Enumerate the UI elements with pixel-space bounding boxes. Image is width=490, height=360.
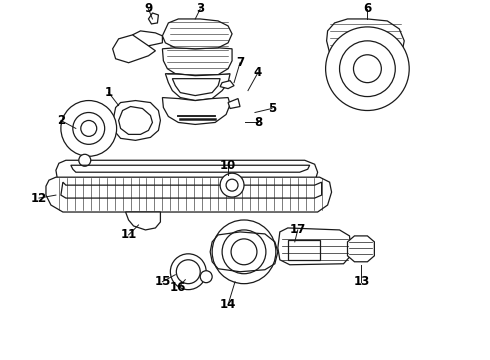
Text: 16: 16 xyxy=(170,281,187,294)
Text: 11: 11 xyxy=(121,228,137,242)
Polygon shape xyxy=(162,48,232,76)
Text: 17: 17 xyxy=(290,224,306,237)
Text: 12: 12 xyxy=(31,192,47,204)
Polygon shape xyxy=(278,228,351,265)
Polygon shape xyxy=(125,212,160,230)
Polygon shape xyxy=(220,81,234,89)
Text: 15: 15 xyxy=(154,275,171,288)
Circle shape xyxy=(61,100,117,156)
Text: 4: 4 xyxy=(254,66,262,79)
Circle shape xyxy=(176,260,200,284)
Circle shape xyxy=(340,41,395,96)
Circle shape xyxy=(326,27,409,111)
Text: 1: 1 xyxy=(104,86,113,99)
Polygon shape xyxy=(210,232,278,272)
Circle shape xyxy=(200,271,212,283)
Polygon shape xyxy=(347,236,374,262)
Polygon shape xyxy=(56,160,318,186)
Polygon shape xyxy=(46,177,332,212)
Polygon shape xyxy=(166,74,230,100)
Text: 14: 14 xyxy=(220,298,236,311)
Polygon shape xyxy=(228,99,240,108)
Text: 13: 13 xyxy=(353,275,369,288)
Text: 10: 10 xyxy=(220,159,236,172)
Polygon shape xyxy=(113,35,155,63)
Polygon shape xyxy=(113,100,160,140)
Text: 6: 6 xyxy=(363,3,371,15)
Text: 2: 2 xyxy=(57,114,65,127)
Polygon shape xyxy=(327,19,404,76)
Circle shape xyxy=(79,154,91,166)
Polygon shape xyxy=(148,13,158,24)
Text: 9: 9 xyxy=(145,3,152,15)
Text: 5: 5 xyxy=(268,102,276,115)
Circle shape xyxy=(220,173,244,197)
Polygon shape xyxy=(162,98,230,125)
Text: 7: 7 xyxy=(236,56,244,69)
Text: 3: 3 xyxy=(196,3,204,15)
Polygon shape xyxy=(288,240,319,260)
Polygon shape xyxy=(132,31,162,46)
Polygon shape xyxy=(162,19,232,49)
Text: 8: 8 xyxy=(254,116,262,129)
Circle shape xyxy=(171,254,206,290)
